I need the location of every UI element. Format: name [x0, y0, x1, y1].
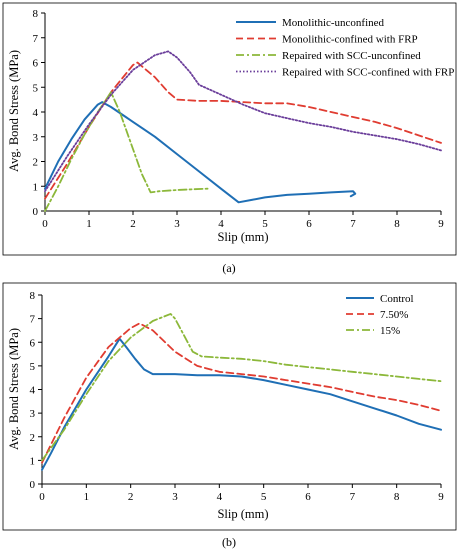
panel-b-y-tick-label: 3 — [30, 408, 36, 420]
panel-b-caption: (b) — [222, 535, 236, 549]
panel-b-x-tick-label: 6 — [305, 491, 311, 503]
panel-a-y-tick-label: 3 — [33, 132, 39, 144]
panel-b: 0 1 2 3 4 5 6 7 8 0 1 2 3 4 5 6 7 8 9 Avg. Bond Stress (MP… — [2, 282, 457, 531]
panel-b-y-tick-label: 8 — [30, 290, 36, 302]
panel-a-y-tick-label: 0 — [33, 206, 39, 218]
panel-b-series-line-3 — [41, 312, 442, 462]
panel-a-x-tick-label: 5 — [262, 218, 268, 230]
panel-b-frame — [2, 282, 457, 531]
panel-a-series-line-1 — [44, 101, 357, 204]
panel-b-y-tick-label: 5 — [30, 361, 36, 373]
panel-a-series-line-2 — [44, 61, 442, 200]
panel-b-y-tick-label: 7 — [30, 314, 36, 326]
panel-b-series-line-1 — [41, 337, 442, 471]
panel-a-x-tick-label: 7 — [350, 218, 356, 230]
panel-b-y-tick-label: 0 — [30, 479, 36, 491]
panel-a-legend-label-4: Repaired with SCC-confined with FRP — [282, 67, 454, 79]
panel-b-x-tick-label: 0 — [39, 491, 45, 503]
panel-a-ylabel: Avg. Bond Stress (MPa) — [7, 50, 21, 172]
panel-a-legend: Monolithic-unconfined Monolithic-confined… — [232, 12, 454, 84]
panel-a-x-tick-label: 9 — [438, 218, 444, 230]
panel-b-plot: 0 1 2 3 4 5 6 7 8 0 1 2 3 4 5 6 7 8 9 — [30, 290, 445, 503]
panel-a-plot: 0 1 2 3 4 5 6 7 8 0 1 2 3 4 5 6 7 8 9 — [33, 8, 445, 230]
panel-a-x-tick-label: 1 — [86, 218, 92, 230]
panel-b-ylabel: Avg. Bond Stress (MPa) — [7, 328, 21, 450]
panel-a-x-tick-label: 2 — [130, 218, 136, 230]
panel-a-x-tick-label: 3 — [174, 218, 180, 230]
panel-a-y-tick-label: 4 — [33, 107, 39, 119]
panel-a-legend-label-2: Monolithic-confined with FRP — [282, 34, 418, 46]
panel-a-xlabel: Slip (mm) — [217, 230, 268, 244]
panel-a-x-tick-label: 8 — [394, 218, 400, 230]
panel-b-x-tick-label: 8 — [394, 491, 400, 503]
panel-b-legend-label-3: 15% — [380, 325, 400, 337]
panel-a-legend-label-1: Monolithic-unconfined — [282, 17, 385, 29]
panel-b-x-tick-label: 7 — [350, 491, 356, 503]
panel-a-y-tick-label: 7 — [33, 33, 39, 45]
panel-a-series-line-4 — [44, 50, 442, 193]
panel-b-xlabel: Slip (mm) — [217, 507, 268, 521]
panel-b-y-tick-label: 6 — [30, 337, 36, 349]
panel-b-x-tick-label: 3 — [172, 491, 178, 503]
panel-a-y-tick-label: 1 — [33, 181, 39, 193]
panel-b-y-tick-label: 2 — [30, 432, 36, 444]
panel-b-series-line-2 — [41, 322, 442, 464]
panel-a-series-line-3 — [44, 91, 209, 212]
panel-a-y-tick-label: 2 — [33, 157, 39, 169]
panel-b-x-tick-label: 9 — [438, 491, 444, 503]
panel-b-x-tick-label: 4 — [217, 491, 223, 503]
panel-a-y-tick-label: 5 — [33, 82, 39, 94]
panel-b-legend-label-2: 7.50% — [380, 309, 408, 321]
panel-b-y-tick-label: 1 — [30, 455, 36, 467]
panel-b-x-tick-label: 1 — [84, 491, 90, 503]
panel-b-y-tick-label: 4 — [30, 385, 36, 397]
panel-a-x-tick-label: 4 — [218, 218, 224, 230]
panel-b-legend-label-1: Control — [380, 293, 414, 305]
panel-b-x-tick-label: 5 — [261, 491, 267, 503]
panel-a-frame — [2, 2, 457, 256]
panel-a-x-tick-label: 0 — [42, 218, 48, 230]
panel-a-x-tick-label: 6 — [306, 218, 312, 230]
panel-a-caption: (a) — [222, 261, 235, 275]
panel-a-y-tick-label: 8 — [33, 8, 39, 20]
panel-b-x-tick-label: 2 — [128, 491, 134, 503]
panel-a-y-tick-label: 6 — [33, 58, 39, 70]
panel-a-legend-label-3: Repaired with SCC-unconfined — [282, 50, 421, 62]
panel-a: 0 1 2 3 4 5 6 7 8 0 1 2 3 4 5 6 7 8 9 Avg. Bond Stress (MP… — [2, 2, 457, 256]
panel-b-legend: Control 7.50% 15% — [342, 288, 447, 342]
